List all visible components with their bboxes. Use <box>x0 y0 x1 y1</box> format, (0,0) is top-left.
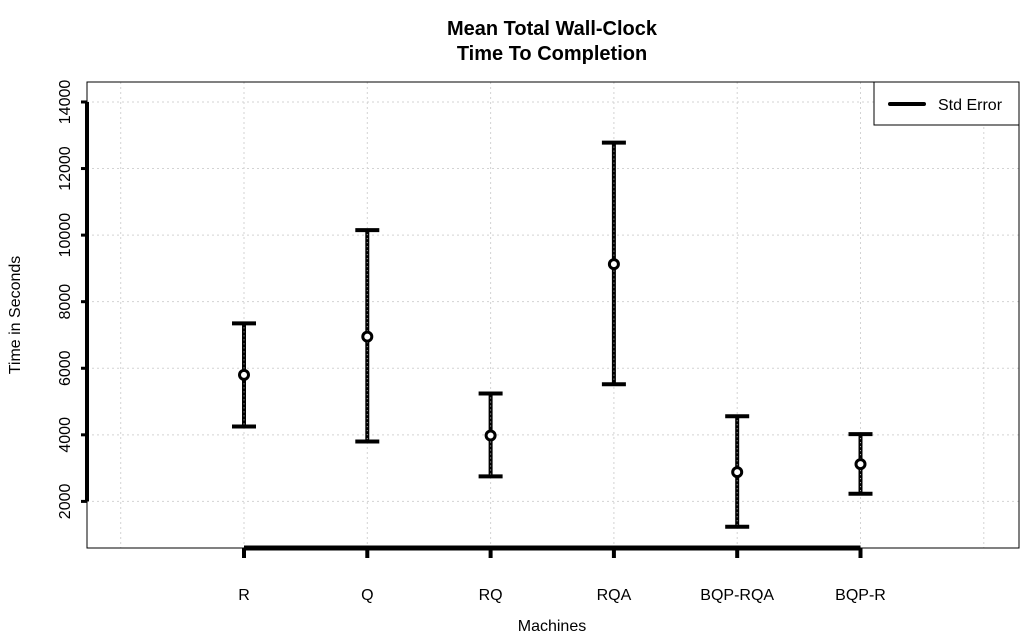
x-tick-label: RQA <box>597 587 632 604</box>
error-bar <box>478 391 503 479</box>
mean-point <box>361 330 374 343</box>
chart-subtitle: Time To Completion <box>457 43 647 65</box>
x-axis: R Q RQ RQA BQP-RQA BQP-R <box>238 545 886 604</box>
mean-point <box>731 466 744 479</box>
legend-label: Std Error <box>938 97 1003 114</box>
y-tick-label: 4000 <box>57 417 74 453</box>
grid <box>87 82 1019 548</box>
chart-title: Mean Total Wall-Clock <box>447 18 658 40</box>
x-axis-label: Machines <box>518 618 586 635</box>
y-tick-label: 8000 <box>57 284 74 320</box>
x-tick-label: BQP-RQA <box>700 587 774 604</box>
y-tick-label: 10000 <box>57 213 74 258</box>
error-bar <box>725 414 750 529</box>
y-tick-label: 14000 <box>57 80 74 125</box>
error-bar <box>848 432 873 496</box>
x-tick-label: R <box>238 587 250 604</box>
error-bar <box>355 228 380 444</box>
y-tick-label: 6000 <box>57 350 74 386</box>
mean-point <box>607 258 620 271</box>
y-axis: 2000 4000 6000 8000 10000 12000 14000 <box>57 80 89 520</box>
y-axis-label: Time in Seconds <box>7 256 24 375</box>
error-bar <box>232 321 256 429</box>
x-tick-label: RQ <box>479 587 503 604</box>
mean-point <box>238 368 250 381</box>
error-bar <box>601 140 626 387</box>
legend: Std Error <box>873 81 1020 126</box>
x-tick-label: BQP-R <box>835 587 886 604</box>
y-tick-label: 2000 <box>57 484 74 520</box>
mean-point <box>854 458 867 471</box>
x-tick-label: Q <box>361 587 373 604</box>
error-bars <box>232 140 873 529</box>
y-tick-label: 12000 <box>57 146 74 191</box>
plot-frame <box>86 81 1020 549</box>
mean-point <box>484 429 497 442</box>
